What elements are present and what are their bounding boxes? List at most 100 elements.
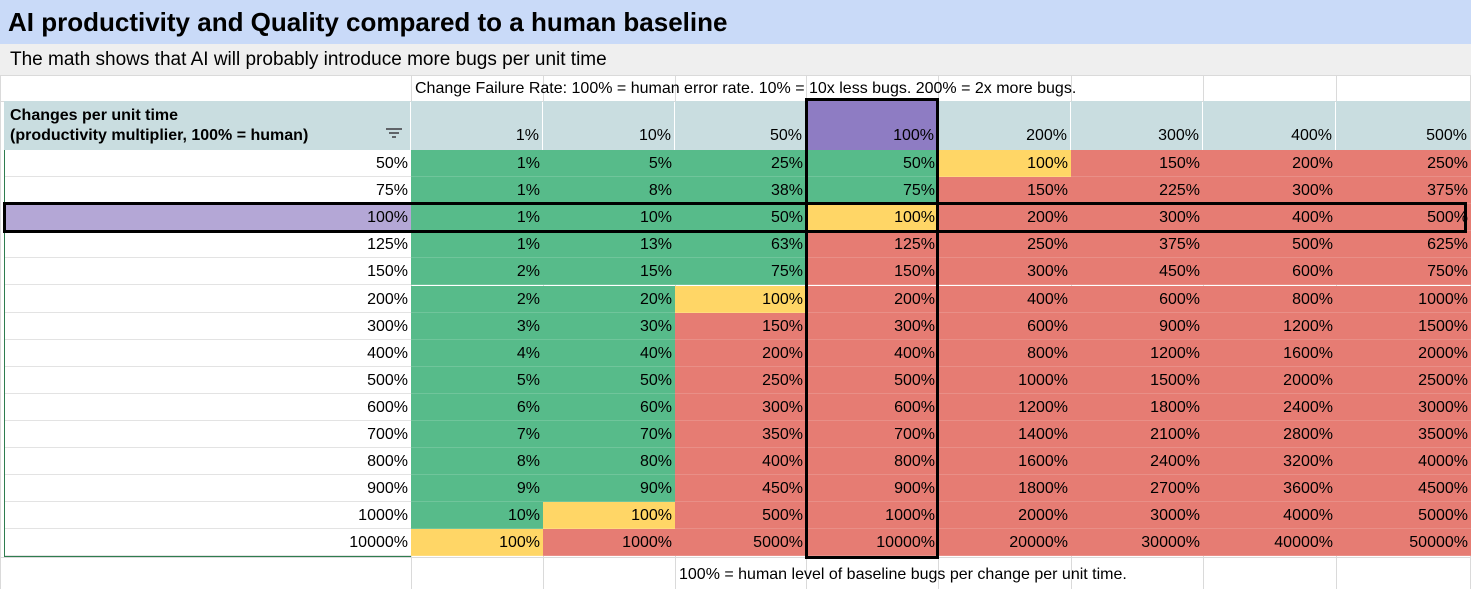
- table-cell[interactable]: 20%: [543, 285, 675, 313]
- table-cell[interactable]: 1800%: [938, 475, 1071, 503]
- table-cell[interactable]: 75%: [675, 258, 806, 286]
- table-cell[interactable]: 300%: [806, 312, 938, 340]
- column-header-50pct[interactable]: 50%: [675, 101, 805, 150]
- table-cell[interactable]: 800%: [806, 448, 938, 476]
- table-cell[interactable]: 150%: [1071, 150, 1203, 178]
- table-cell[interactable]: 2000%: [938, 502, 1071, 530]
- table-cell[interactable]: 2500%: [1336, 366, 1471, 394]
- table-cell[interactable]: 30%: [543, 312, 675, 340]
- table-cell[interactable]: 750%: [1336, 258, 1471, 286]
- table-cell[interactable]: 100%: [543, 502, 675, 530]
- table-cell[interactable]: 375%: [1336, 177, 1471, 205]
- table-cell[interactable]: 15%: [543, 258, 675, 286]
- row-label[interactable]: 100%: [4, 204, 411, 232]
- table-cell[interactable]: 500%: [1203, 231, 1336, 259]
- table-cell[interactable]: 3500%: [1336, 421, 1471, 449]
- table-cell[interactable]: 1000%: [938, 366, 1071, 394]
- table-cell[interactable]: 8%: [543, 177, 675, 205]
- table-cell[interactable]: 2000%: [1203, 366, 1336, 394]
- table-cell[interactable]: 3000%: [1336, 393, 1471, 421]
- table-cell[interactable]: 3000%: [1071, 502, 1203, 530]
- table-cell[interactable]: 13%: [543, 231, 675, 259]
- table-cell[interactable]: 50%: [806, 150, 938, 178]
- table-cell[interactable]: 4500%: [1336, 475, 1471, 503]
- table-cell[interactable]: 300%: [938, 258, 1071, 286]
- table-cell[interactable]: 2%: [411, 285, 543, 313]
- table-cell[interactable]: 75%: [806, 177, 938, 205]
- table-cell[interactable]: 4%: [411, 339, 543, 367]
- table-cell[interactable]: 300%: [1071, 204, 1203, 232]
- table-cell[interactable]: 50000%: [1336, 529, 1471, 557]
- table-cell[interactable]: 150%: [806, 258, 938, 286]
- table-cell[interactable]: 63%: [675, 231, 806, 259]
- table-cell[interactable]: 1%: [411, 231, 543, 259]
- table-cell[interactable]: 1600%: [1203, 339, 1336, 367]
- table-cell[interactable]: 100%: [806, 204, 938, 232]
- table-cell[interactable]: 50%: [543, 366, 675, 394]
- column-header-300pct[interactable]: 300%: [1071, 101, 1202, 150]
- table-cell[interactable]: 1500%: [1071, 366, 1203, 394]
- table-cell[interactable]: 90%: [543, 475, 675, 503]
- table-cell[interactable]: 5000%: [1336, 502, 1471, 530]
- table-cell[interactable]: 1%: [411, 204, 543, 232]
- table-cell[interactable]: 900%: [1071, 312, 1203, 340]
- table-cell[interactable]: 9%: [411, 475, 543, 503]
- column-header-400pct[interactable]: 400%: [1203, 101, 1335, 150]
- table-cell[interactable]: 70%: [543, 421, 675, 449]
- row-label[interactable]: 1000%: [4, 502, 411, 530]
- table-cell[interactable]: 900%: [806, 475, 938, 503]
- table-cell[interactable]: 200%: [938, 204, 1071, 232]
- table-cell[interactable]: 5000%: [675, 529, 806, 557]
- table-cell[interactable]: 4000%: [1336, 448, 1471, 476]
- row-label[interactable]: 50%: [4, 150, 411, 178]
- table-cell[interactable]: 60%: [543, 393, 675, 421]
- table-cell[interactable]: 450%: [1071, 258, 1203, 286]
- table-cell[interactable]: 7%: [411, 421, 543, 449]
- table-cell[interactable]: 25%: [675, 150, 806, 178]
- table-cell[interactable]: 40000%: [1203, 529, 1336, 557]
- row-label[interactable]: 700%: [4, 421, 411, 449]
- table-cell[interactable]: 300%: [1203, 177, 1336, 205]
- table-cell[interactable]: 3600%: [1203, 475, 1336, 503]
- table-cell[interactable]: 1000%: [1336, 285, 1471, 313]
- table-cell[interactable]: 400%: [806, 339, 938, 367]
- column-header-1pct[interactable]: 1%: [411, 101, 542, 150]
- table-cell[interactable]: 38%: [675, 177, 806, 205]
- table-cell[interactable]: 700%: [806, 421, 938, 449]
- row-label[interactable]: 400%: [4, 340, 411, 367]
- table-cell[interactable]: 1800%: [1071, 393, 1203, 421]
- table-cell[interactable]: 4000%: [1203, 502, 1336, 530]
- row-label[interactable]: 200%: [4, 286, 411, 313]
- table-cell[interactable]: 1000%: [806, 502, 938, 530]
- table-cell[interactable]: 2400%: [1203, 393, 1336, 421]
- table-cell[interactable]: 2000%: [1336, 339, 1471, 367]
- table-cell[interactable]: 500%: [806, 366, 938, 394]
- table-cell[interactable]: 2400%: [1071, 448, 1203, 476]
- table-cell[interactable]: 40%: [543, 339, 675, 367]
- table-cell[interactable]: 250%: [1336, 150, 1471, 178]
- table-cell[interactable]: 400%: [675, 448, 806, 476]
- table-cell[interactable]: 50%: [675, 204, 806, 232]
- row-label[interactable]: 300%: [4, 313, 411, 340]
- table-cell[interactable]: 200%: [1203, 150, 1336, 178]
- table-cell[interactable]: 2800%: [1203, 421, 1336, 449]
- column-header-200pct[interactable]: 200%: [938, 101, 1070, 150]
- table-cell[interactable]: 8%: [411, 448, 543, 476]
- table-cell[interactable]: 3200%: [1203, 448, 1336, 476]
- table-cell[interactable]: 100%: [675, 285, 806, 313]
- table-cell[interactable]: 5%: [411, 366, 543, 394]
- row-label[interactable]: 900%: [4, 475, 411, 503]
- table-cell[interactable]: 600%: [806, 393, 938, 421]
- table-cell[interactable]: 1%: [411, 150, 543, 178]
- table-cell[interactable]: 225%: [1071, 177, 1203, 205]
- table-cell[interactable]: 10%: [543, 204, 675, 232]
- table-cell[interactable]: 125%: [806, 231, 938, 259]
- table-cell[interactable]: 250%: [675, 366, 806, 394]
- table-cell[interactable]: 500%: [675, 502, 806, 530]
- table-cell[interactable]: 400%: [938, 285, 1071, 313]
- table-cell[interactable]: 3%: [411, 312, 543, 340]
- row-label[interactable]: 500%: [4, 367, 411, 394]
- table-cell[interactable]: 1%: [411, 177, 543, 205]
- table-cell[interactable]: 350%: [675, 421, 806, 449]
- table-cell[interactable]: 150%: [675, 312, 806, 340]
